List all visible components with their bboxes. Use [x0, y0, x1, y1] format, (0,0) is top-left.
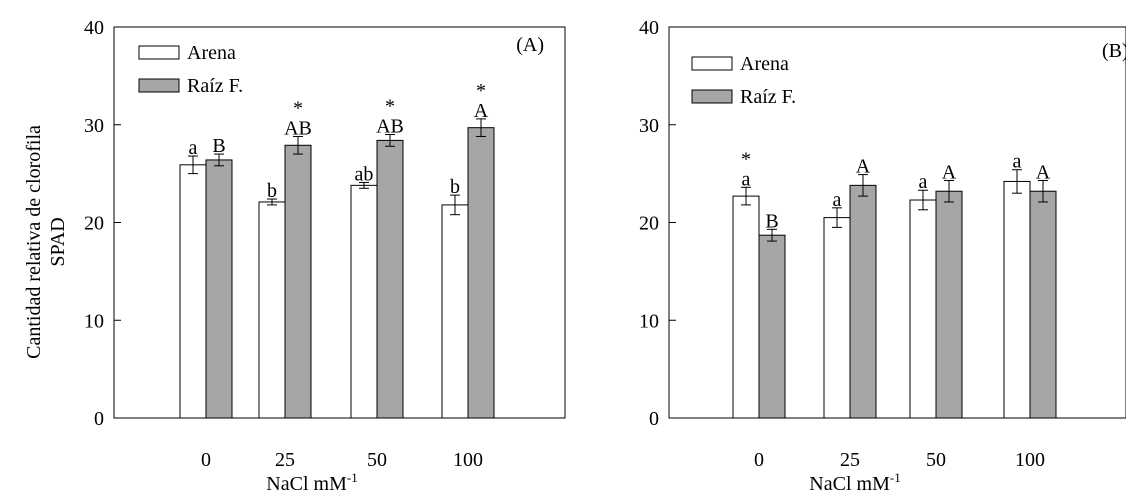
- x-tick-label: 100: [453, 449, 483, 471]
- x-axis-label: NaCl mM-1: [809, 470, 900, 495]
- significance-letter: a: [742, 168, 751, 190]
- legend-swatch: [691, 56, 733, 71]
- x-tick-label: 25: [275, 449, 295, 471]
- x-axis-label: NaCl mM-1: [266, 470, 357, 495]
- significance-letter: a: [919, 171, 928, 193]
- y-tick-label: 20: [639, 213, 659, 235]
- significance-letter: b: [450, 176, 460, 198]
- x-tick-label: 0: [201, 449, 211, 471]
- significance-letter: A: [942, 161, 957, 183]
- bar: [350, 184, 378, 419]
- bar: [758, 234, 786, 419]
- x-tick-label: 25: [840, 449, 860, 471]
- significance-star: *: [476, 80, 486, 102]
- bar: [179, 164, 207, 419]
- legend-label: Raíz F.: [187, 75, 243, 97]
- significance-letter: A: [474, 100, 489, 122]
- bar: [284, 144, 312, 419]
- bar: [1003, 180, 1031, 419]
- significance-letter: B: [765, 210, 778, 232]
- bar: [441, 204, 469, 419]
- bar: [935, 190, 963, 419]
- bar: [205, 159, 233, 419]
- y-axis-label-line1: Cantidad relativa de clorofila: [23, 125, 45, 359]
- x-axis-label-main: NaCl mM: [809, 473, 890, 495]
- significance-letter: A: [1036, 161, 1051, 183]
- panel-label: (B): [1102, 40, 1126, 62]
- legend-swatch: [691, 89, 733, 104]
- legend-label: Arena: [187, 42, 236, 64]
- significance-letter: AB: [376, 116, 404, 138]
- x-tick-label: 50: [367, 449, 387, 471]
- significance-letter: ab: [355, 163, 374, 185]
- legend-label: Arena: [740, 53, 789, 75]
- significance-letter: b: [267, 180, 277, 202]
- bar: [849, 184, 877, 419]
- y-tick-label: 0: [649, 408, 659, 430]
- significance-letter: AB: [284, 117, 312, 139]
- x-tick-label: 50: [926, 449, 946, 471]
- y-axis-label: Cantidad relativa de clorofila SPAD: [23, 125, 69, 359]
- significance-star: *: [741, 148, 751, 170]
- y-tick-label: 10: [639, 310, 659, 332]
- y-axis-label-line2: SPAD: [47, 217, 69, 266]
- y-tick-label: 40: [639, 17, 659, 39]
- significance-star: *: [385, 96, 395, 118]
- legend-swatch: [138, 78, 180, 93]
- x-axis-label-main: NaCl mM: [266, 473, 347, 495]
- significance-letter: a: [833, 189, 842, 211]
- significance-star: *: [293, 97, 303, 119]
- y-tick-label: 0: [94, 408, 104, 430]
- legend-label: Raíz F.: [740, 86, 796, 108]
- y-tick-label: 10: [84, 310, 104, 332]
- significance-letter: B: [212, 135, 225, 157]
- x-axis-label-superscript: -1: [347, 470, 358, 485]
- bar: [823, 217, 851, 419]
- bar: [258, 201, 286, 419]
- significance-letter: A: [856, 156, 871, 178]
- bar: [376, 139, 404, 419]
- bar: [732, 195, 760, 419]
- panel-label: (A): [516, 34, 544, 56]
- bar: [1029, 190, 1057, 419]
- legend-swatch: [138, 45, 180, 60]
- y-tick-label: 30: [639, 115, 659, 137]
- y-tick-label: 40: [84, 17, 104, 39]
- x-tick-label: 0: [754, 449, 764, 471]
- bar: [909, 199, 937, 419]
- significance-letter: a: [189, 137, 198, 159]
- x-tick-label: 100: [1015, 449, 1045, 471]
- y-tick-label: 30: [84, 115, 104, 137]
- bar: [467, 127, 495, 419]
- significance-letter: a: [1013, 151, 1022, 173]
- y-tick-label: 20: [84, 213, 104, 235]
- x-axis-label-superscript: -1: [890, 470, 901, 485]
